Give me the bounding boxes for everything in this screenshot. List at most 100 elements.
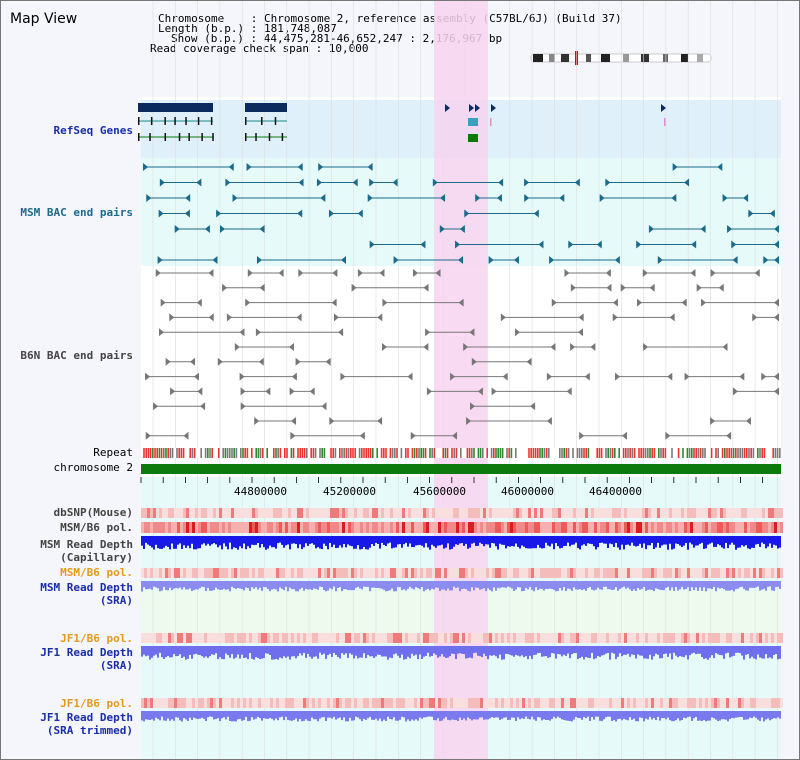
depth-bar (225, 581, 227, 590)
heat-cell (297, 633, 300, 643)
depth-bar (145, 646, 147, 657)
heat-cell (522, 633, 525, 643)
depth-bar (425, 711, 427, 718)
heat-cell (687, 568, 690, 578)
heat-cell (297, 508, 300, 518)
depth-bar (513, 646, 515, 657)
exon (268, 133, 271, 141)
repeat-element (746, 448, 748, 458)
heat-cell (528, 633, 531, 643)
heat-cell (537, 633, 540, 643)
heat-cell (171, 698, 174, 708)
repeat-element (444, 448, 447, 458)
depth-bar (641, 581, 643, 589)
depth-bar (251, 581, 253, 588)
heat-cell (402, 522, 405, 533)
depth-bar (541, 711, 543, 721)
repeat-element (251, 448, 253, 458)
repeat-element (339, 448, 341, 458)
depth-bar (669, 646, 671, 654)
heat-cell (762, 633, 765, 643)
heat-cell (213, 633, 216, 643)
depth-bar (765, 711, 767, 720)
track-label-refseq[interactable]: RefSeq Genes (53, 124, 133, 137)
depth-bar (489, 536, 491, 548)
heat-cell (414, 633, 417, 643)
depth-bar (745, 536, 747, 546)
heat-cell (390, 508, 393, 518)
track-label-msm-bac[interactable]: MSM BAC end pairs (20, 206, 133, 219)
track-label-dbsnp: dbSNP(Mouse) (53, 506, 133, 519)
depth-bar (225, 646, 227, 654)
depth-bar (457, 646, 459, 654)
heat-cell (408, 522, 411, 533)
bac-end-marker (369, 240, 375, 249)
depth-bar (709, 711, 711, 721)
repeat-element (389, 448, 392, 458)
heat-cell (546, 568, 549, 578)
heat-cell (597, 508, 600, 518)
bac-end-marker (568, 240, 574, 249)
depth-bar (209, 536, 211, 546)
bac-end-marker (240, 402, 246, 411)
depth-bar (579, 711, 581, 719)
bac-end-marker (669, 313, 675, 322)
bac-end-marker (546, 372, 552, 381)
depth-bar (259, 646, 261, 660)
heat-cell (312, 698, 315, 708)
heat-cell (480, 522, 483, 533)
track-label-b6n-bac[interactable]: B6N BAC end pairs (20, 349, 133, 362)
b6n-bac-pairs-track[interactable] (145, 269, 779, 440)
depth-bar (703, 646, 705, 659)
heat-cell (693, 522, 696, 533)
refseq-genes-track[interactable] (138, 103, 666, 142)
heat-cell (378, 633, 381, 643)
depth-bar (479, 581, 481, 590)
depth-bar (645, 711, 647, 719)
heat-cell (159, 522, 162, 533)
depth-bar (485, 711, 487, 720)
heat-cell (174, 633, 177, 643)
highlight-region[interactable] (434, 1, 487, 760)
depth-bar (681, 581, 683, 587)
depth-bar (673, 581, 675, 591)
depth-bar (439, 646, 441, 657)
heat-cell (363, 698, 366, 708)
heat-cell (285, 698, 288, 708)
heat-cell (489, 568, 492, 578)
depth-bar (345, 581, 347, 590)
depth-bar (351, 581, 353, 591)
heat-cell (594, 508, 597, 518)
depth-bar (279, 646, 281, 658)
heat-cell (183, 508, 186, 518)
heat-cell (270, 698, 273, 708)
heat-cell (480, 633, 483, 643)
depth-bar (323, 711, 325, 718)
heat-cell (555, 568, 558, 578)
depth-bar (597, 711, 599, 717)
bac-end-marker (338, 328, 344, 337)
repeat-element (732, 448, 735, 458)
depth-bar (603, 646, 605, 655)
heat-cell (633, 568, 636, 578)
heat-cell (219, 633, 222, 643)
depth-bar (527, 581, 529, 590)
heat-cell (660, 633, 663, 643)
heat-cell (672, 508, 675, 518)
depth-bar (283, 581, 285, 591)
heat-cell (348, 568, 351, 578)
depth-bar (287, 711, 289, 720)
depth-bar (673, 536, 675, 549)
heat-cell (546, 508, 549, 518)
bac-end-marker (774, 387, 779, 396)
msm-bac-pairs-track[interactable] (143, 163, 779, 264)
heat-cell (396, 522, 399, 533)
ideogram-band (586, 54, 591, 62)
depth-bar (271, 536, 273, 548)
depth-bar (483, 711, 485, 720)
bac-end-marker (259, 283, 265, 292)
depth-bar (219, 711, 221, 722)
heat-cell (471, 698, 474, 708)
depth-bar (511, 646, 513, 656)
